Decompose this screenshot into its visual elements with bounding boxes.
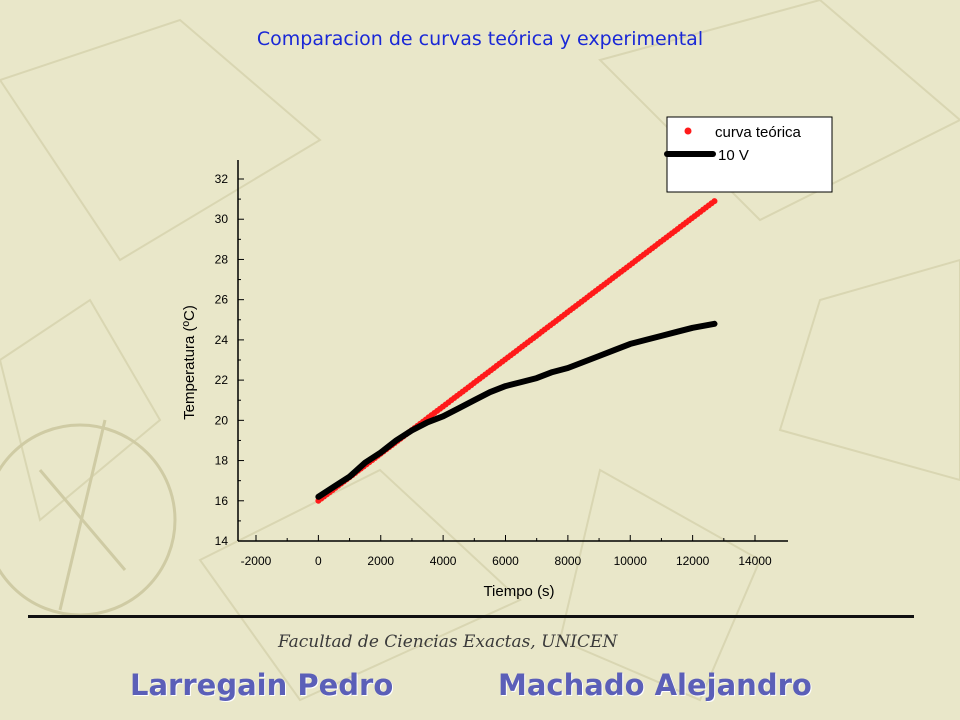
x-tick-label: 4000 xyxy=(430,554,457,568)
y-tick-label: 24 xyxy=(215,333,229,347)
legend-marker-teorica xyxy=(684,127,692,135)
x-tick-label: 14000 xyxy=(738,554,772,568)
series-10v-line xyxy=(315,320,718,500)
y-tick-label: 14 xyxy=(215,534,229,548)
y-tick-label: 30 xyxy=(215,212,229,226)
y-tick-label: 28 xyxy=(215,252,229,266)
y-axis-label: Temperatura (ºC) xyxy=(181,305,198,420)
x-tick-label: 10000 xyxy=(614,554,648,568)
legend-label-teorica: curva teórica xyxy=(715,124,802,141)
legend-label-10v: 10 V xyxy=(718,147,749,164)
y-tick-label: 22 xyxy=(215,373,229,387)
y-tick-label: 18 xyxy=(215,454,229,468)
x-tick-label: 6000 xyxy=(492,554,519,568)
x-tick-label: 0 xyxy=(315,554,322,568)
y-tick-label: 20 xyxy=(215,413,229,427)
x-tick-label: 12000 xyxy=(676,554,710,568)
x-tick-label: -2000 xyxy=(241,554,272,568)
y-tick-label: 26 xyxy=(215,293,229,307)
author-name: Machado Alejandro xyxy=(498,668,812,702)
y-tick-label: 16 xyxy=(215,494,229,508)
x-tick-label: 2000 xyxy=(367,554,394,568)
x-axis-label: Tiempo (s) xyxy=(483,583,554,600)
author-name: Larregain Pedro xyxy=(130,668,394,702)
y-tick-label: 32 xyxy=(215,172,229,186)
slide-title: Comparacion de curvas teórica y experime… xyxy=(256,28,704,50)
institution-label: Facultad de Ciencias Exactas, UNICEN xyxy=(278,632,618,652)
x-tick-label: 8000 xyxy=(555,554,582,568)
legend: curva teórica 10 V xyxy=(664,116,833,193)
series-curva-teorica xyxy=(315,198,718,504)
data-point-teorica xyxy=(711,198,718,205)
footer-divider xyxy=(28,615,914,618)
